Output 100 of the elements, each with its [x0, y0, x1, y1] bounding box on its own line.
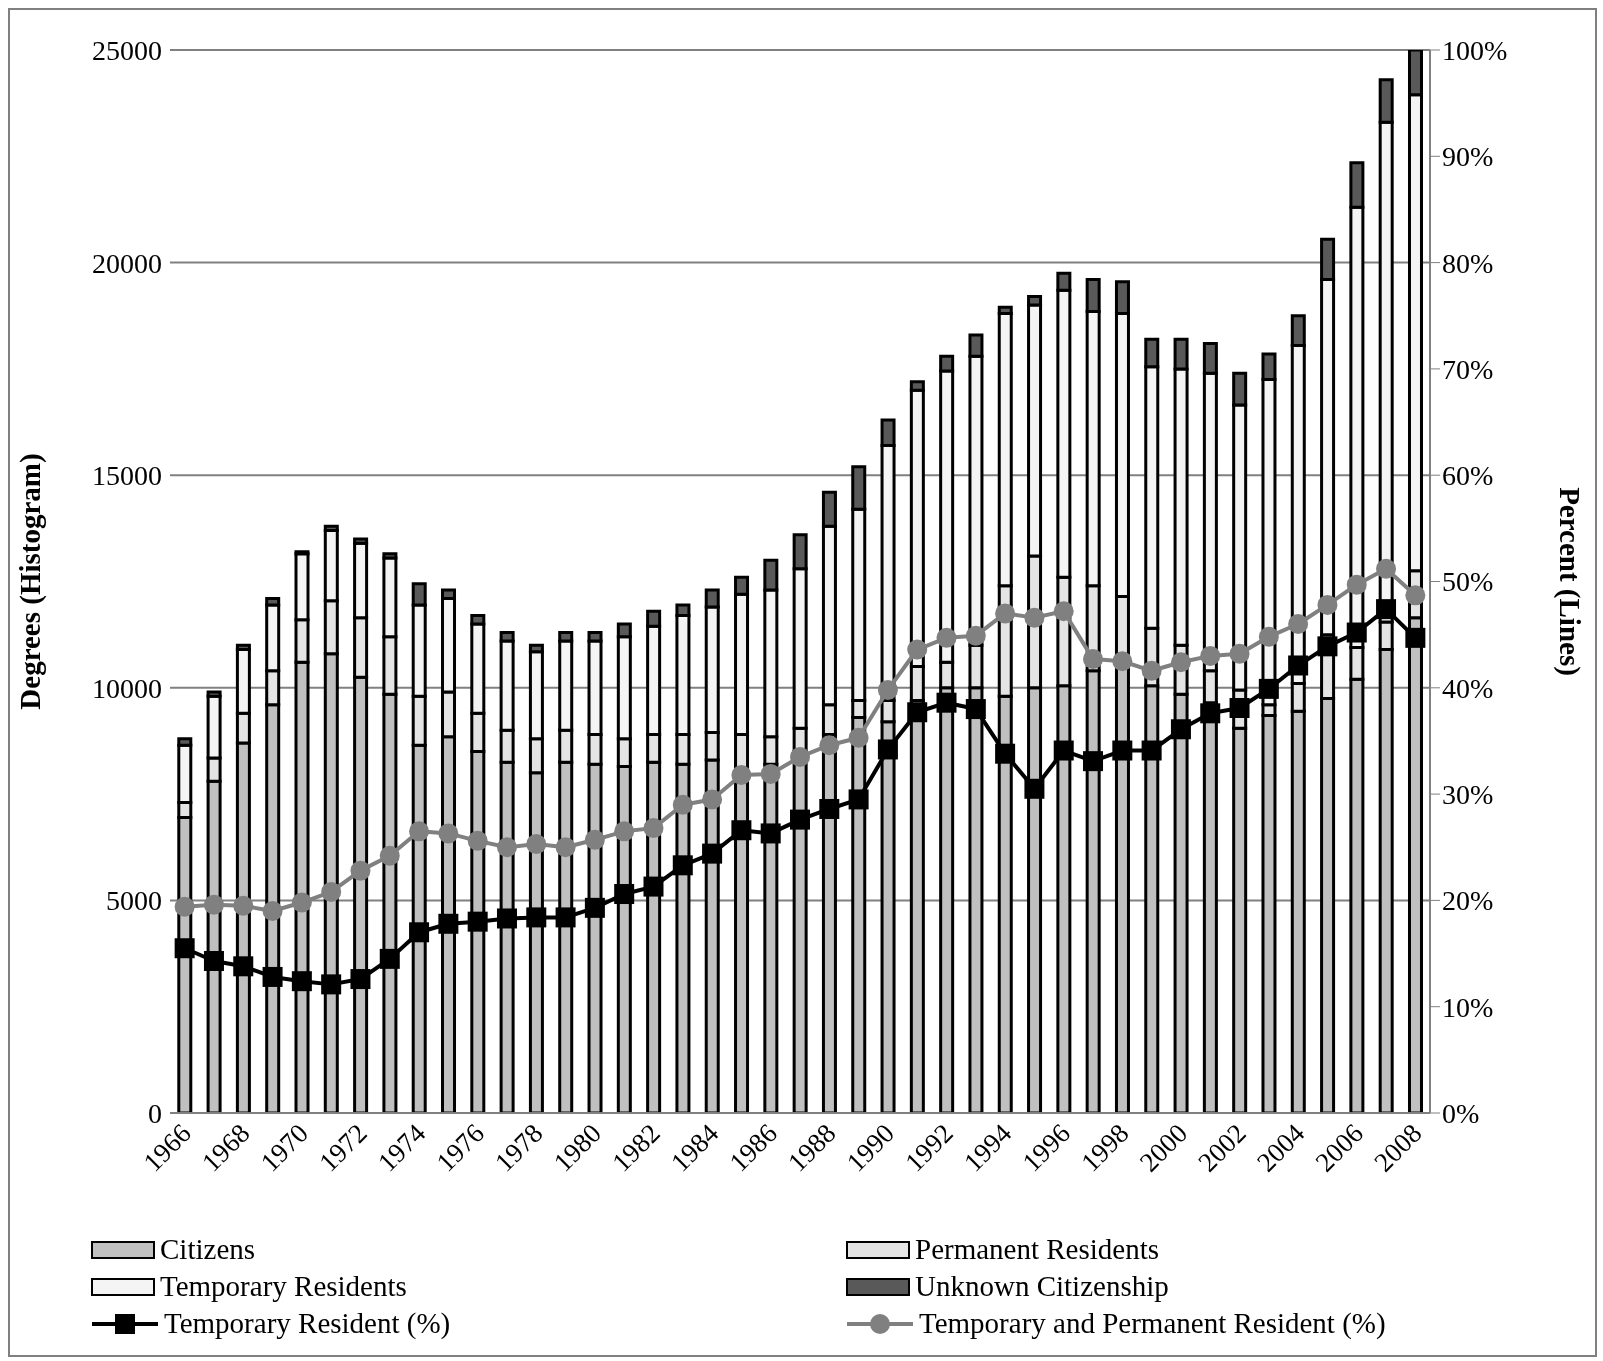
point [1288, 614, 1309, 635]
point [1317, 636, 1338, 657]
point [614, 884, 635, 905]
point [1024, 778, 1045, 799]
point [1024, 607, 1045, 628]
point [1053, 740, 1074, 761]
point [526, 834, 547, 855]
point [467, 830, 488, 851]
y2-tick-label: 30% [1442, 779, 1494, 811]
y2-tick-label: 0% [1442, 1097, 1480, 1129]
point [1112, 740, 1133, 761]
point [350, 860, 371, 881]
point [1141, 740, 1162, 761]
point [174, 896, 195, 917]
point [1053, 601, 1074, 622]
point [848, 727, 869, 748]
point [1112, 651, 1133, 672]
point [731, 820, 752, 841]
point [643, 876, 664, 897]
point [1346, 574, 1367, 595]
bar [1114, 665, 1130, 1113]
point [203, 894, 224, 915]
point [1258, 626, 1279, 647]
point [672, 855, 693, 876]
point [409, 922, 430, 943]
point [1376, 558, 1397, 579]
point [233, 895, 254, 916]
y2-tick-label: 100% [1442, 34, 1508, 66]
point [174, 938, 195, 959]
point [614, 821, 635, 842]
point [848, 789, 869, 810]
point [438, 823, 459, 844]
y2-tick-label: 70% [1442, 353, 1494, 385]
point [819, 735, 840, 756]
point [321, 974, 342, 995]
y2-tick-label: 20% [1442, 885, 1494, 917]
point [995, 603, 1016, 624]
point [1200, 645, 1221, 666]
legend-label: Citizens [160, 1233, 256, 1266]
point [1170, 719, 1191, 740]
point [496, 837, 517, 858]
point [965, 625, 986, 646]
point [790, 809, 810, 830]
point [584, 829, 605, 850]
y-tick-label: 25000 [92, 34, 162, 66]
point [643, 818, 664, 839]
point [1258, 678, 1279, 699]
y2-tick-label: 10% [1442, 991, 1494, 1023]
y2-tick-label: 60% [1442, 460, 1494, 492]
point [233, 956, 254, 977]
point [1229, 698, 1250, 718]
point [526, 907, 547, 928]
point [877, 739, 898, 760]
point [936, 692, 957, 713]
y-axis-title: Degrees (Histogram) [14, 453, 48, 710]
y2-tick-label: 80% [1442, 247, 1494, 279]
point [731, 764, 752, 785]
y-tick-label: 5000 [106, 885, 162, 917]
point [262, 901, 283, 922]
point [379, 845, 400, 866]
legend-label: Temporary Resident (%) [164, 1307, 451, 1340]
point [584, 897, 605, 918]
point [350, 969, 371, 990]
point [1405, 627, 1426, 648]
point [379, 948, 400, 969]
point [1229, 643, 1250, 664]
y2-tick-label: 40% [1442, 672, 1494, 704]
point [1141, 660, 1162, 681]
legend-label: Permanent Residents [915, 1233, 1160, 1266]
point [262, 966, 283, 987]
point [467, 911, 488, 932]
point [1170, 652, 1191, 673]
point [291, 971, 312, 992]
y2-tick-label: 90% [1442, 141, 1494, 173]
point [409, 821, 430, 842]
point [877, 679, 898, 700]
legend-label: Temporary and Permanent Resident (%) [919, 1307, 1386, 1340]
point [760, 823, 781, 844]
point [1083, 751, 1104, 772]
point [790, 746, 810, 767]
legend-label: Temporary Residents [160, 1270, 407, 1303]
point [760, 763, 781, 784]
point [907, 639, 928, 660]
point [819, 798, 840, 819]
point [702, 843, 723, 864]
point [1317, 594, 1338, 615]
point [555, 907, 576, 928]
point [1200, 703, 1221, 724]
y-tick-label: 0 [148, 1097, 162, 1129]
point [203, 950, 224, 971]
legend-label: Unknown Citizenship [915, 1270, 1169, 1303]
point [1083, 649, 1104, 670]
y-tick-label: 15000 [92, 460, 162, 492]
point [555, 837, 576, 858]
y2-axis-title: Percent (Lines) [1552, 487, 1586, 676]
y2-tick-label: 50% [1442, 566, 1494, 598]
point [496, 908, 517, 929]
point [1346, 622, 1367, 643]
point [438, 913, 459, 934]
point [936, 627, 957, 648]
